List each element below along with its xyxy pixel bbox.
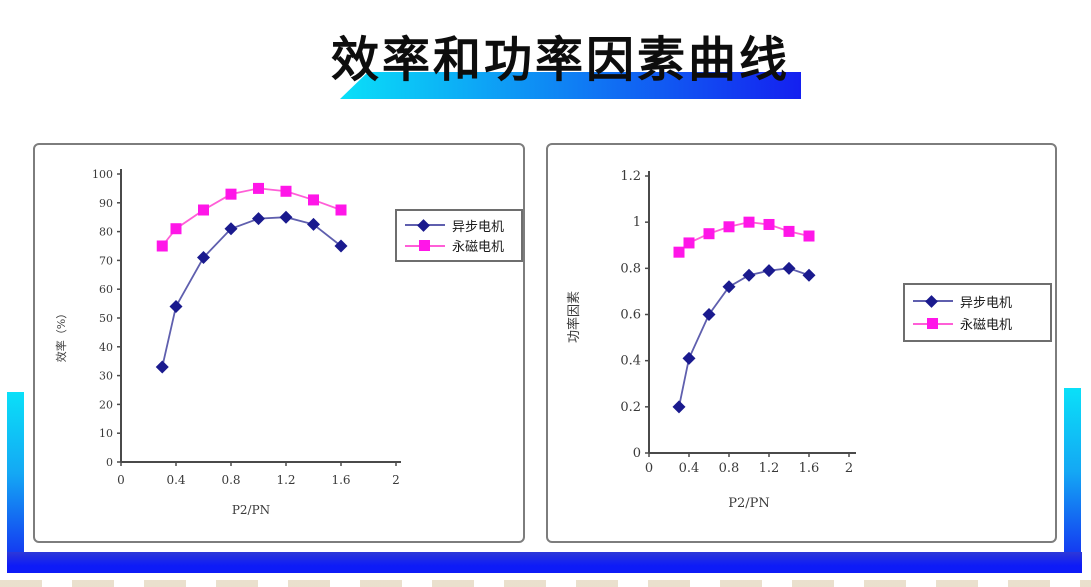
svg-text:0.8: 0.8 xyxy=(620,261,641,276)
svg-text:0.6: 0.6 xyxy=(620,308,641,323)
svg-text:80: 80 xyxy=(99,226,113,239)
svg-text:30: 30 xyxy=(99,370,113,383)
bottom-edge-pattern xyxy=(0,580,1091,587)
svg-text:0.4: 0.4 xyxy=(166,473,185,487)
svg-text:0.2: 0.2 xyxy=(620,400,641,415)
legend-label: 异步电机 xyxy=(452,218,505,234)
power-factor-chart: 0 0.2 0.4 0.6 0.8 1 1.2 0 0.4 0.8 1.2 1.6 2 P2/PN 功率因素 xyxy=(566,169,856,511)
square-marker-icon xyxy=(419,240,430,252)
title-accent-bar xyxy=(340,72,801,99)
svg-text:0: 0 xyxy=(645,461,653,476)
svg-text:2: 2 xyxy=(845,461,853,476)
svg-text:1.2: 1.2 xyxy=(276,473,295,487)
right-accent-bar xyxy=(1064,388,1081,573)
svg-text:1.6: 1.6 xyxy=(331,473,350,487)
svg-text:100: 100 xyxy=(92,168,113,181)
svg-text:0: 0 xyxy=(106,456,113,469)
svg-text:1.6: 1.6 xyxy=(799,461,820,476)
square-marker-icon xyxy=(927,318,938,330)
power-factor-chart-panel: 0 0.2 0.4 0.6 0.8 1 1.2 0 0.4 0.8 1.2 1.6 2 P2/PN 功率因素… xyxy=(546,143,1057,543)
efficiency-chart: 0 10 20 30 40 50 60 70 80 90 100 0 0.4 0.8 1.2 1.6 2 P2/P… xyxy=(54,168,401,517)
legend-label: 异步电机 xyxy=(960,294,1013,310)
svg-text:2: 2 xyxy=(392,473,400,487)
svg-text:1.2: 1.2 xyxy=(759,461,780,476)
svg-text:0.4: 0.4 xyxy=(620,354,641,369)
svg-text:0.8: 0.8 xyxy=(719,461,740,476)
diamond-marker-swatch xyxy=(405,218,445,232)
page-title: 效率和功率因素曲线 xyxy=(330,34,790,87)
svg-text:效率（%）: 效率（%） xyxy=(54,308,68,362)
svg-text:20: 20 xyxy=(99,398,113,411)
svg-text:70: 70 xyxy=(99,254,113,267)
diamond-marker-swatch xyxy=(913,294,953,308)
bottom-accent-bar xyxy=(7,552,1082,573)
svg-text:0.8: 0.8 xyxy=(221,473,240,487)
svg-text:P2/PN: P2/PN xyxy=(232,503,270,517)
diamond-marker-icon xyxy=(925,294,938,308)
svg-text:0.4: 0.4 xyxy=(679,461,700,476)
svg-text:0: 0 xyxy=(633,446,641,461)
legend-item-pm-motor: 永磁电机 xyxy=(405,236,513,255)
legend-item-async-motor: 异步电机 xyxy=(913,292,1042,311)
legend-item-async-motor: 异步电机 xyxy=(405,216,513,235)
svg-text:1.2: 1.2 xyxy=(620,169,641,184)
square-marker-swatch xyxy=(913,317,953,330)
square-marker-swatch xyxy=(405,239,445,252)
power-factor-chart-legend: 异步电机 永磁电机 xyxy=(903,283,1052,342)
svg-text:功率因素: 功率因素 xyxy=(566,291,582,343)
legend-item-pm-motor: 永磁电机 xyxy=(913,314,1042,333)
legend-label: 永磁电机 xyxy=(960,317,1013,333)
svg-text:60: 60 xyxy=(99,283,113,296)
svg-text:50: 50 xyxy=(99,312,113,325)
svg-text:10: 10 xyxy=(99,427,113,440)
legend-label: 永磁电机 xyxy=(452,239,505,255)
svg-text:0: 0 xyxy=(117,473,125,487)
left-accent-bar xyxy=(7,392,24,573)
svg-text:40: 40 xyxy=(99,341,113,354)
diamond-marker-icon xyxy=(417,218,430,232)
efficiency-chart-legend: 异步电机 永磁电机 xyxy=(395,209,523,262)
svg-text:P2/PN: P2/PN xyxy=(728,496,770,511)
svg-text:90: 90 xyxy=(99,197,113,210)
svg-text:1: 1 xyxy=(633,215,641,230)
efficiency-chart-panel: 0 10 20 30 40 50 60 70 80 90 100 0 0.4 0.8 1.2 1.6 2 P2/P… xyxy=(33,143,525,543)
